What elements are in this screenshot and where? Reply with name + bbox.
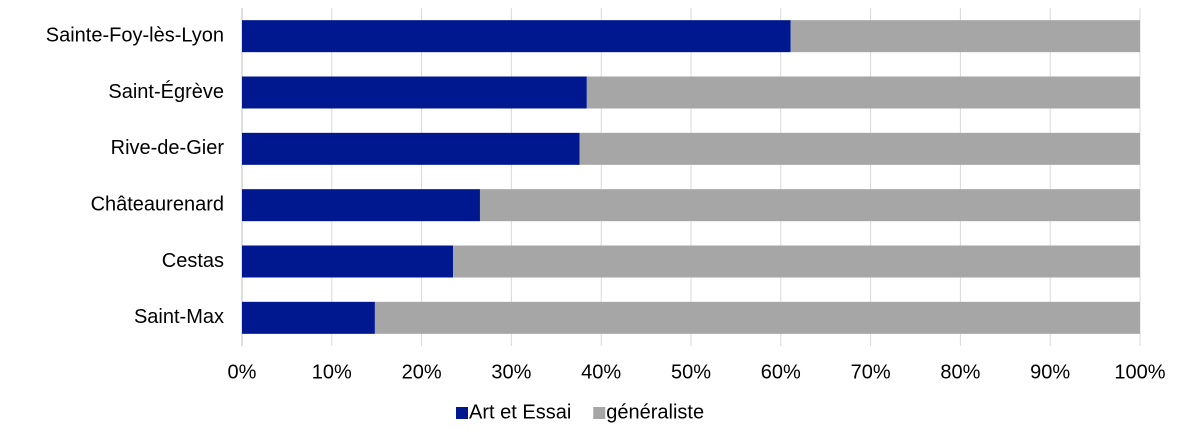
x-tick-label: 10%: [312, 361, 352, 383]
x-tick-label: 80%: [940, 361, 980, 383]
x-tick-label: 90%: [1030, 361, 1070, 383]
y-tick-label: Saint-Égrève: [108, 80, 224, 103]
legend-swatch: [456, 407, 468, 419]
bar-segment: [242, 301, 375, 334]
legend-label: Art et Essai: [469, 401, 571, 423]
y-tick-label: Cestas: [162, 250, 224, 272]
bar-segment: [579, 132, 1140, 165]
x-tick-label: 50%: [671, 361, 711, 383]
y-tick-label: Châteaurenard: [91, 193, 224, 215]
bar-segment: [790, 20, 1140, 53]
bar-segment: [242, 189, 480, 222]
bar-segment: [242, 245, 454, 278]
x-tick-label: 100%: [1114, 361, 1165, 383]
legend-swatch: [593, 407, 606, 419]
bar-segment: [242, 76, 587, 109]
x-tick-label: 30%: [491, 361, 531, 383]
x-tick-label: 60%: [761, 361, 801, 383]
bar-segment: [453, 245, 1140, 278]
x-tick-label: 0%: [228, 361, 257, 383]
bar-segment: [586, 76, 1140, 109]
y-tick-label: Saint-Max: [134, 306, 224, 328]
bar-segment: [242, 20, 791, 53]
legend-label: généraliste: [606, 401, 704, 423]
x-tick-label: 40%: [581, 361, 621, 383]
x-tick-label: 20%: [402, 361, 442, 383]
x-tick-label: 70%: [851, 361, 891, 383]
bar-segment: [242, 132, 580, 165]
bar-segment: [374, 301, 1140, 334]
y-tick-label: Sainte-Foy-lès-Lyon: [46, 24, 224, 46]
bar-segment: [479, 189, 1141, 222]
y-tick-label: Rive-de-Gier: [111, 137, 225, 159]
